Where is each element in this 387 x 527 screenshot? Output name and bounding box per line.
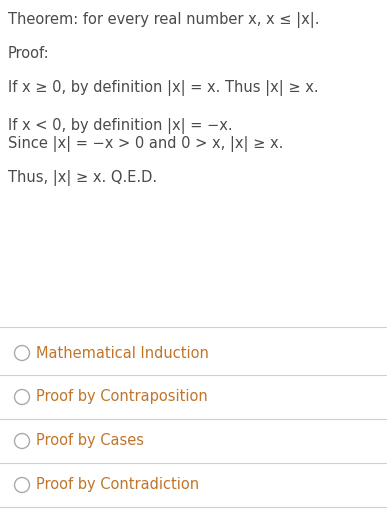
Text: Theorem: for every real number x, x ≤ |x|.: Theorem: for every real number x, x ≤ |x…: [8, 12, 320, 28]
Text: If x ≥ 0, by definition |x| = x. Thus |x| ≥ x.: If x ≥ 0, by definition |x| = x. Thus |x…: [8, 80, 319, 96]
Text: Proof by Cases: Proof by Cases: [36, 434, 144, 448]
Text: Thus, |x| ≥ x. Q.E.D.: Thus, |x| ≥ x. Q.E.D.: [8, 170, 157, 186]
Text: Mathematical Induction: Mathematical Induction: [36, 346, 209, 360]
Text: Since |x| = −x > 0 and 0 > x, |x| ≥ x.: Since |x| = −x > 0 and 0 > x, |x| ≥ x.: [8, 136, 283, 152]
Text: Proof:: Proof:: [8, 46, 50, 61]
Text: Proof by Contradiction: Proof by Contradiction: [36, 477, 199, 493]
Text: If x < 0, by definition |x| = −x.: If x < 0, by definition |x| = −x.: [8, 118, 233, 134]
Text: Proof by Contraposition: Proof by Contraposition: [36, 389, 208, 405]
